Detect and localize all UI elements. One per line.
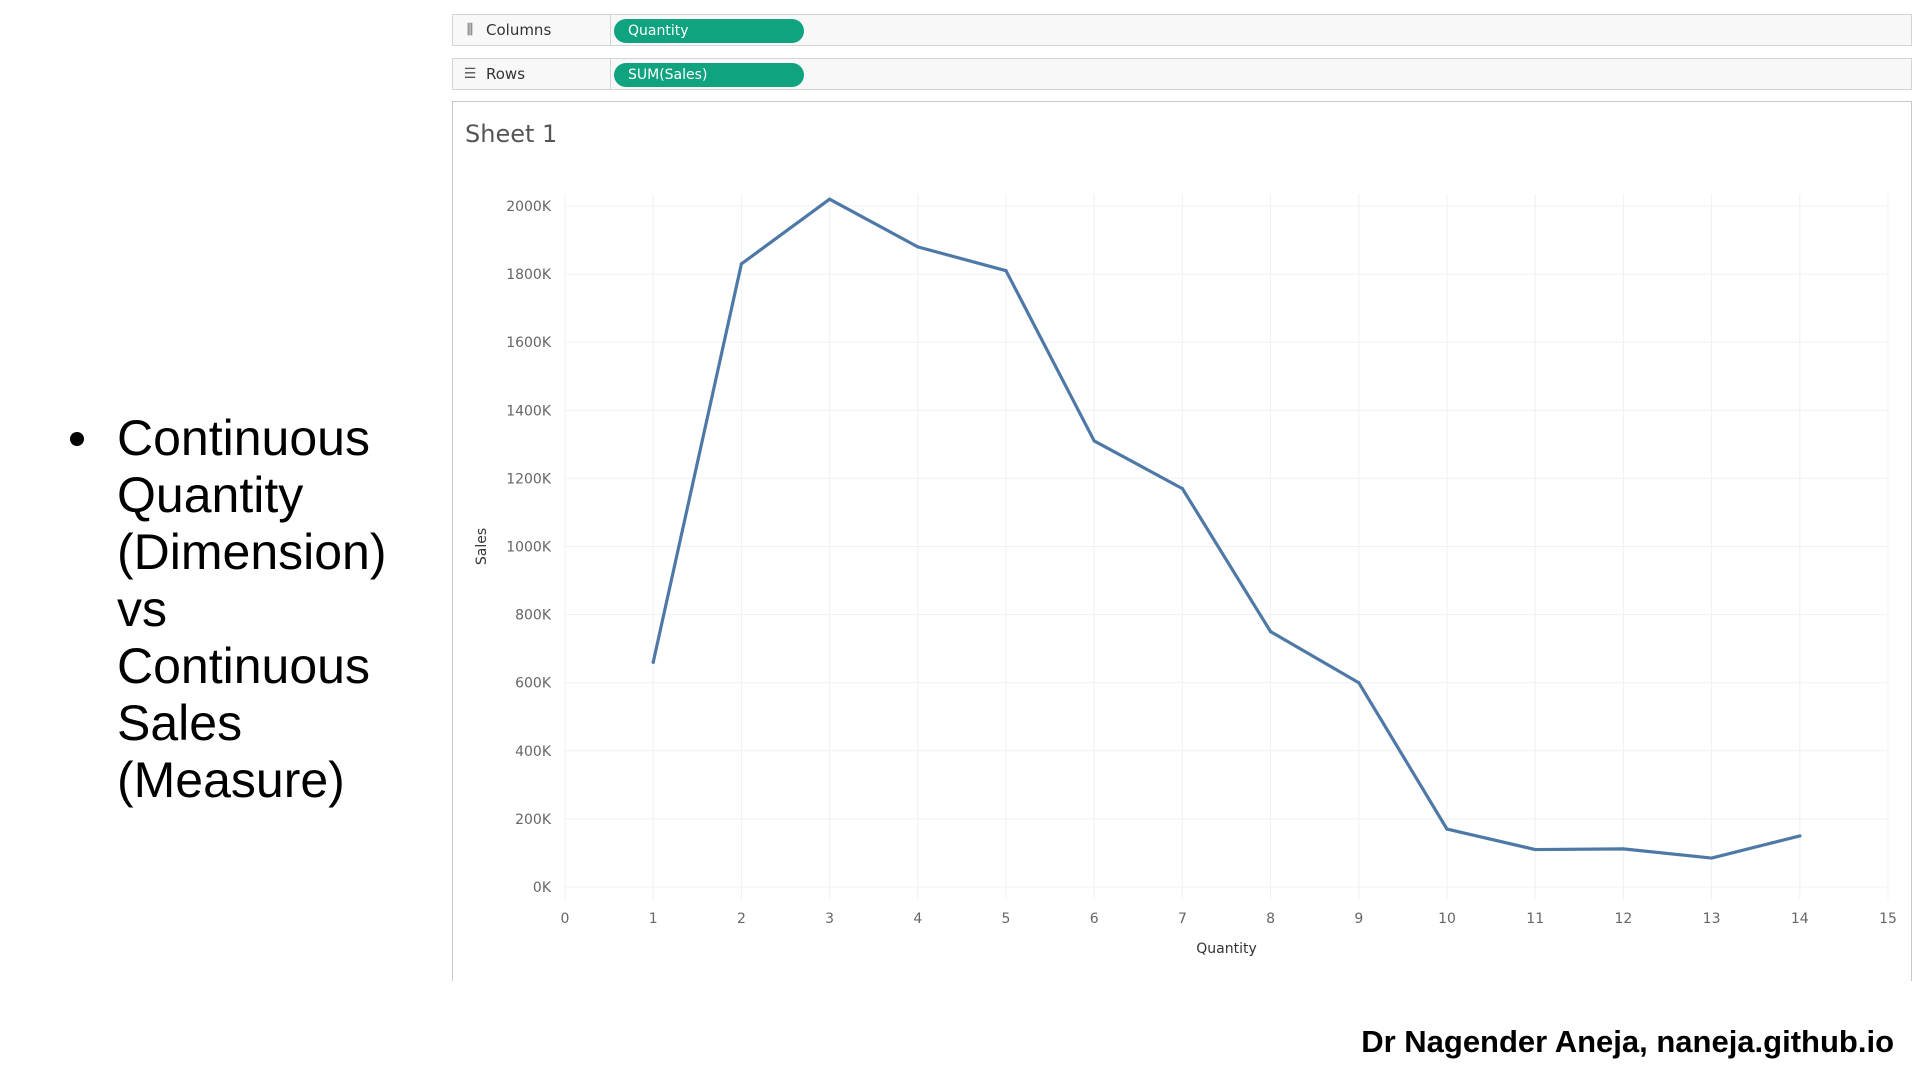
- bullet-dot: [70, 432, 84, 446]
- x-tick-label: 1: [649, 911, 658, 927]
- x-tick-label: 15: [1879, 911, 1897, 927]
- bullet-text: Continuous Quantity (Dimension) vs Conti…: [117, 410, 387, 809]
- data-point: [739, 262, 743, 266]
- x-tick-label: 9: [1354, 911, 1363, 927]
- bullet-line: (Dimension): [117, 524, 387, 580]
- x-tick-label: 11: [1526, 911, 1544, 927]
- data-point: [1004, 269, 1008, 273]
- columns-icon: ⫼: [466, 22, 474, 38]
- bullet-line: (Measure): [117, 752, 345, 808]
- grid: [564, 194, 1889, 899]
- columns-shelf-header: ⫼ Columns: [453, 15, 611, 45]
- bullet-line: Quantity: [117, 467, 304, 523]
- y-tick-label: 1400K: [506, 403, 552, 419]
- y-tick-label: 2000K: [506, 199, 552, 215]
- y-tick-label: 200K: [515, 812, 552, 828]
- x-tick-label: 12: [1614, 911, 1632, 927]
- x-tick-label: 6: [1090, 911, 1099, 927]
- y-tick-label: 0K: [533, 880, 552, 896]
- rows-shelf-header: ☰ Rows: [453, 59, 611, 89]
- line-chart: 0K200K400K600K800K1000K1200K1400K1600K18…: [474, 194, 1897, 957]
- x-tick-label: 10: [1438, 911, 1456, 927]
- y-tick-label: 1800K: [506, 267, 552, 283]
- x-tick-label: 3: [825, 911, 834, 927]
- y-tick-label: 1000K: [506, 540, 552, 556]
- x-tick-label: 8: [1266, 911, 1275, 927]
- data-point: [651, 660, 655, 664]
- x-tick-label: 7: [1178, 911, 1187, 927]
- bullet-line: Sales: [117, 695, 243, 751]
- data-point: [1798, 834, 1802, 838]
- columns-shelf[interactable]: ⫼ Columns Quantity: [452, 14, 1912, 46]
- sum-sales-pill[interactable]: SUM(Sales): [614, 63, 804, 87]
- x-axis: 0 1 2 3 4 5 6 7 8 9 10 11 12 13 14 15: [561, 911, 1897, 927]
- bullet-line: Continuous: [117, 410, 370, 466]
- quantity-pill[interactable]: Quantity: [614, 19, 804, 43]
- data-point: [1621, 847, 1625, 851]
- y-tick-label: 1200K: [506, 471, 552, 487]
- y-axis: 0K 200K 400K 600K 800K 1000K 1200K 1400K 1600K 18…: [506, 199, 552, 896]
- x-tick-label: 14: [1791, 911, 1809, 927]
- data-point: [1445, 827, 1449, 831]
- data-point: [1357, 681, 1361, 685]
- x-tick-label: 4: [913, 911, 922, 927]
- rows-shelf-label: Rows: [486, 65, 526, 83]
- data-point: [1269, 630, 1273, 634]
- y-tick-label: 1600K: [506, 335, 552, 351]
- y-tick-label: 800K: [515, 608, 552, 624]
- rows-icon: ☰: [463, 66, 477, 82]
- author-credit: Dr Nagender Aneja, naneja.github.io: [1361, 1024, 1894, 1059]
- data-point: [916, 245, 920, 249]
- y-tick-label: 400K: [515, 744, 552, 760]
- x-tick-label: 13: [1703, 911, 1721, 927]
- columns-shelf-label: Columns: [486, 21, 552, 39]
- x-tick-label: 0: [561, 911, 570, 927]
- y-tick-label: 600K: [515, 676, 552, 692]
- data-point: [828, 197, 832, 201]
- x-axis-label: Quantity: [1196, 941, 1257, 957]
- series-sales: [651, 197, 1802, 860]
- series-line: [651, 197, 1802, 860]
- sheet-title: Sheet 1: [465, 120, 558, 148]
- x-tick-label: 2: [737, 911, 746, 927]
- data-point: [1092, 439, 1096, 443]
- bullet-line: vs: [117, 581, 167, 637]
- data-point: [1180, 487, 1184, 491]
- x-tick-label: 5: [1002, 911, 1011, 927]
- worksheet: Sheet 1 0K 200K 400K 600K 800K 1000K 1200K 1400…: [452, 101, 1912, 981]
- bullet-line: Continuous: [117, 638, 370, 694]
- data-point: [1710, 856, 1714, 860]
- y-axis-label: Sales: [474, 528, 490, 565]
- rows-shelf[interactable]: ☰ Rows SUM(Sales): [452, 58, 1912, 90]
- data-point: [1533, 847, 1537, 852]
